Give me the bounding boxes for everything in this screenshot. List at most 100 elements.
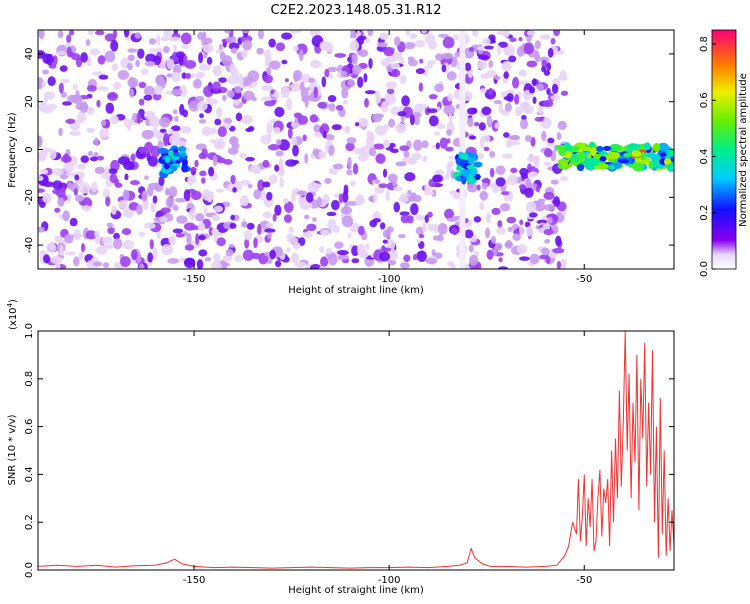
heatmap-band-cell (576, 163, 585, 172)
heatmap-noise-cell (393, 186, 403, 192)
heatmap-noise-cell (294, 261, 307, 268)
heatmap-noise-cell (349, 180, 356, 187)
heatmap-noise-cell (73, 229, 82, 241)
heatmap-noise-cell (421, 222, 427, 233)
heatmap-noise-cell (525, 177, 532, 190)
heatmap-noise-cell (171, 125, 181, 132)
heatmap-band-cell (597, 163, 609, 169)
heatmap-noise-cell (443, 104, 456, 115)
heatmap-band-cell (609, 143, 622, 152)
heatmap-noise-cell (312, 148, 320, 157)
heatmap-noise-cell (491, 207, 501, 216)
heatmap-noise-cell (158, 176, 165, 187)
heatmap-noise-cell (275, 260, 282, 268)
heatmap-noise-cell (553, 30, 561, 37)
heatmap-band-cell (652, 142, 661, 152)
heatmap-noise-cell (96, 86, 108, 91)
heatmap-noise-cell (369, 147, 377, 157)
heatmap-noise-cell (304, 153, 309, 164)
heatmap-cells (38, 30, 674, 269)
heatmap-noise-cell (94, 166, 105, 175)
heatmap-noise-cell (156, 34, 161, 46)
heatmap-noise-cell (335, 104, 344, 111)
heatmap-noise-cell (160, 207, 171, 214)
heatmap-noise-cell (147, 155, 158, 167)
heatmap-noise-cell (471, 107, 478, 114)
heatmap-noise-cell (69, 130, 82, 136)
heatmap-noise-cell (144, 85, 155, 97)
heatmap-noise-cell (286, 98, 293, 111)
scale-exponent: 4 (6, 302, 14, 307)
heatmap-noise-cell (398, 195, 409, 203)
heatmap-noise-cell (272, 213, 277, 222)
heatmap-noise-cell (42, 69, 50, 75)
heatmap-noise-cell (198, 52, 204, 64)
heatmap-blob-cell (178, 145, 187, 153)
heatmap-noise-cell (150, 145, 161, 158)
heatmap-noise-cell (312, 183, 322, 188)
heatmap-noise-cell (486, 249, 494, 260)
heatmap-noise-cell (510, 167, 518, 174)
snr-ytick-label: 0.0 (24, 562, 35, 578)
heatmap-noise-cell (530, 136, 536, 147)
heatmap-noise-cell (485, 227, 490, 239)
heatmap-noise-cell (374, 186, 385, 194)
heatmap-noise-cell (543, 229, 554, 236)
snr-ytick-label: 0.8 (24, 371, 35, 387)
heatmap-noise-cell (469, 254, 479, 266)
heatmap-noise-cell (507, 135, 520, 140)
heatmap-noise-cell (550, 179, 559, 185)
heatmap-noise-cell (247, 183, 253, 189)
heatmap-blob-cell (172, 152, 181, 157)
heatmap-noise-cell (441, 52, 454, 60)
heatmap-noise-cell (69, 217, 78, 227)
colorbar-tick-label: 0.0 (699, 261, 710, 277)
heatmap-noise-cell (178, 54, 184, 66)
heatmap-noise-cell (289, 82, 301, 92)
heatmap-noise-cell (264, 228, 276, 233)
heatmap-noise-cell (482, 37, 491, 45)
heatmap-noise-cell (181, 43, 190, 50)
heatmap-noise-cell (394, 36, 401, 47)
heatmap-noise-cell (235, 112, 243, 122)
snr-ylabel: SNR (10 * v/v) (7, 414, 18, 485)
heatmap-noise-cell (492, 183, 500, 194)
heatmap-noise-cell (48, 64, 57, 69)
heatmap-noise-cell (316, 196, 322, 206)
heatmap-noise-cell (525, 226, 534, 237)
heatmap-noise-cell (375, 153, 386, 164)
heatmap-noise-cell (515, 106, 524, 115)
heatmap-noise-cell (404, 41, 416, 50)
heatmap-noise-cell (480, 73, 490, 80)
heatmap-noise-cell (138, 231, 146, 237)
heatmap-noise-cell (156, 132, 164, 142)
heatmap-noise-cell (104, 50, 116, 63)
heatmap-noise-cell (526, 35, 532, 43)
heatmap-noise-cell (54, 207, 61, 213)
heatmap-noise-cell (372, 113, 385, 119)
heatmap-noise-cell (546, 62, 552, 71)
heatmap-noise-cell (450, 262, 456, 269)
heatmap-noise-cell (262, 159, 270, 168)
heatmap-noise-cell (247, 126, 255, 132)
heatmap-noise-cell (388, 249, 398, 261)
heatmap-noise-cell (319, 126, 325, 134)
heatmap-noise-cell (506, 93, 514, 103)
snr-ytick-label: 0.6 (24, 419, 35, 435)
heatmap-noise-cell (331, 168, 338, 175)
heatmap-noise-cell (409, 114, 415, 126)
heatmap-noise-cell (138, 263, 145, 269)
heatmap-noise-cell (325, 134, 335, 141)
heatmap-noise-cell (65, 172, 77, 177)
heatmap-noise-cell (401, 95, 410, 107)
heatmap-noise-cell (532, 96, 537, 105)
heatmap-noise-cell (224, 30, 232, 34)
heatmap-noise-cell (347, 232, 352, 239)
heatmap-noise-cell (89, 48, 101, 56)
heatmap-noise-cell (172, 228, 184, 234)
snr-panel: -150 -100 -50 0.0 0.2 0.4 0.6 0.8 1.0 Height of … (6, 299, 675, 596)
heatmap-noise-cell (525, 201, 537, 214)
heatmap-blob-cell (171, 165, 178, 172)
heatmap-noise-cell (403, 150, 410, 158)
heatmap-noise-cell (543, 69, 551, 76)
